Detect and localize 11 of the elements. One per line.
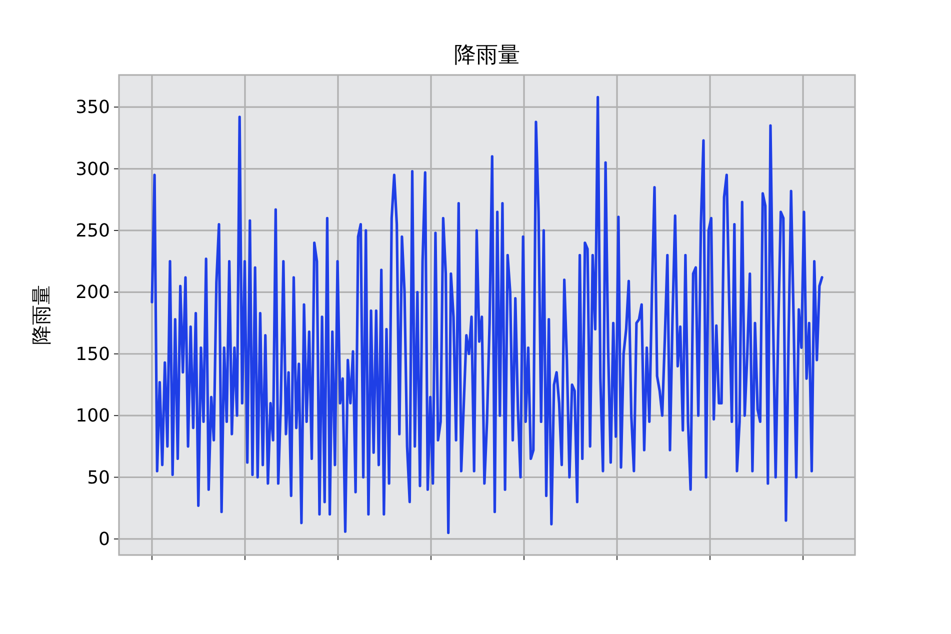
y-tick-label: 200 bbox=[76, 282, 110, 304]
y-tick-label: 350 bbox=[76, 97, 110, 118]
y-tick-label: 300 bbox=[76, 158, 110, 180]
y-tick-label: 100 bbox=[76, 406, 110, 427]
y-tick-label: 150 bbox=[76, 344, 110, 365]
line-series bbox=[150, 96, 824, 534]
y-axis-title: 降雨量 bbox=[29, 285, 53, 345]
chart-title: 降雨量 bbox=[454, 43, 520, 68]
y-tick-label: 50 bbox=[87, 467, 110, 488]
y-tick-label: 0 bbox=[98, 528, 110, 550]
y-tick-label: 250 bbox=[76, 220, 110, 242]
